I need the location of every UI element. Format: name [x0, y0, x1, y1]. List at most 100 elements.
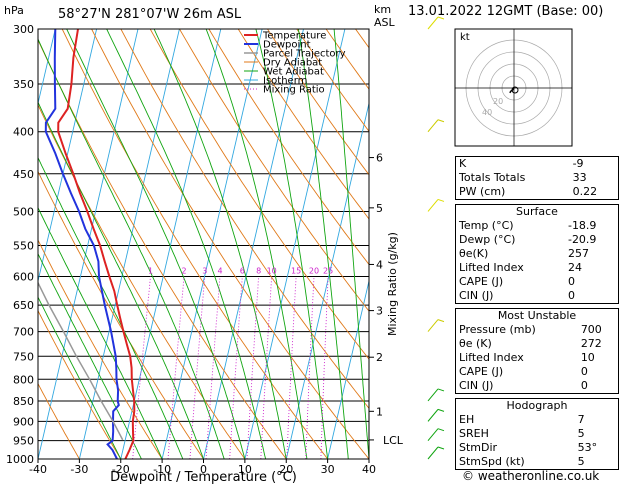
- wind-barb-flag: [437, 446, 445, 450]
- km-tick-label: LCL: [383, 434, 404, 447]
- dewpoint-profile: [44, 29, 120, 459]
- unstable-section: Most Unstable Pressure (mb) 700 θe (K) 272 L…: [455, 308, 619, 394]
- dry-adiabat-line: [91, 29, 369, 459]
- wet-adiabat-line: [106, 29, 267, 459]
- legend-entry: Wet Adiabat: [263, 67, 324, 78]
- hodograph-table: EH 7 SREH 5 StmDir 53° StmSpd (kt) 5: [456, 413, 618, 469]
- isotherm-line: [161, 29, 263, 459]
- surface-value: -20.9: [567, 233, 597, 246]
- hodograph-label: SREH: [459, 427, 489, 440]
- dry-adiabat-line: [38, 382, 80, 459]
- pressure-tick-label: 500: [13, 205, 34, 218]
- mixing-ratio-label: 25: [323, 267, 333, 276]
- wind-barb-flag: [437, 408, 445, 412]
- temp-tick-label: -20: [112, 463, 130, 476]
- unstable-row: Lifted Index 10: [456, 351, 618, 365]
- dry-adiabat-line: [208, 29, 369, 266]
- mixing-ratio-label: 15: [291, 267, 301, 276]
- isotherm-line: [285, 101, 369, 459]
- unstable-label: θe (K): [459, 337, 492, 350]
- pressure-tick-label: 1000: [6, 453, 34, 466]
- isotherm-line: [203, 29, 304, 459]
- wind-barb: [427, 199, 439, 212]
- surface-value: -18.9: [567, 219, 597, 232]
- pressure-tick-label: 800: [13, 373, 34, 386]
- unstable-value: 0: [580, 379, 588, 392]
- hodograph-row: StmSpd (kt) 5: [456, 455, 618, 469]
- mixing-ratio-label: 2: [182, 267, 187, 276]
- unstable-title: Most Unstable: [497, 309, 577, 322]
- temp-tick-label: 30: [321, 463, 335, 476]
- temp-tick-label: 40: [362, 463, 376, 476]
- mixing-ratio-line: [305, 276, 315, 459]
- temp-tick-label: 10: [238, 463, 252, 476]
- unstable-label: Pressure (mb): [459, 323, 536, 336]
- hodograph-value: 5: [577, 455, 585, 468]
- unstable-label: CAPE (J): [459, 365, 504, 378]
- surface-label: θe(K): [459, 247, 489, 260]
- pressure-tick-label: 450: [13, 168, 34, 181]
- surface-row: θe(K) 257: [456, 247, 618, 261]
- wind-barbs: [427, 16, 445, 460]
- mixing-ratio-line: [229, 276, 243, 459]
- isotherm-line: [0, 29, 14, 459]
- isotherm-line: [38, 29, 139, 459]
- mixing-ratio-line: [246, 276, 260, 459]
- temp-tick-label: -10: [153, 463, 171, 476]
- hodograph-label: StmDir: [459, 441, 498, 454]
- surface-label: Dewp (°C): [459, 233, 516, 246]
- mixing-ratio-line: [132, 276, 151, 459]
- dry-adiabat-line: [179, 29, 369, 312]
- wind-barb-flag: [437, 428, 445, 432]
- surface-section: Surface Temp (°C) -18.9 Dewp (°C) -20.9 θe(K…: [455, 204, 619, 304]
- hodograph-row: SREH 5: [456, 427, 618, 441]
- km-label: km: [374, 3, 391, 16]
- dry-adiabat-line: [267, 29, 369, 176]
- dry-adiabat-line: [149, 29, 369, 360]
- wet-adiabat-line: [66, 29, 246, 459]
- wind-barb: [427, 319, 439, 332]
- index-row-pw: PW (cm) 0.22: [456, 185, 619, 200]
- wind-barb: [427, 409, 439, 422]
- surface-label: Lifted Index: [459, 261, 524, 274]
- isotherm-line: [78, 29, 180, 459]
- pw-value: 0.22: [572, 185, 598, 198]
- unstable-row: CAPE (J) 0: [456, 365, 618, 379]
- location-label: 58°27'N 281°07'W 26m ASL: [58, 7, 242, 22]
- isotherm-line: [327, 278, 369, 459]
- mixing-ratio-label: 20: [309, 267, 319, 276]
- asl-label: ASL: [374, 16, 396, 29]
- indices-table: K -9 Totals Totals 33 PW (cm) 0.22: [455, 156, 619, 200]
- mixing-ratio-label: 4: [217, 267, 222, 276]
- unstable-label: Lifted Index: [459, 351, 524, 364]
- km-tick-label: 6: [376, 152, 383, 165]
- unstable-value: 272: [580, 337, 602, 350]
- dry-adiabat-line: [61, 29, 328, 459]
- mixing-ratio-label: 6: [240, 267, 245, 276]
- legend-entry: Mixing Ratio: [263, 85, 325, 96]
- wind-barb: [427, 388, 439, 402]
- wet-adiabat-line: [38, 252, 142, 459]
- hodograph-title: Hodograph: [506, 399, 568, 412]
- hodograph-value: 7: [577, 413, 585, 426]
- wet-adiabat-line: [153, 29, 287, 459]
- wet-adiabat-line: [205, 29, 308, 459]
- k-value: -9: [572, 157, 584, 170]
- dry-adiabat-line: [38, 103, 246, 459]
- hodograph-label: EH: [459, 413, 475, 426]
- mixing-ratio-label: 10: [267, 267, 277, 276]
- hodograph-value: 53°: [577, 441, 598, 454]
- surface-value: 0: [567, 275, 575, 288]
- unstable-value: 10: [580, 351, 595, 364]
- km-tick-label: 4: [376, 258, 383, 271]
- unstable-value: 0: [580, 365, 588, 378]
- hodograph-value: 5: [577, 427, 585, 440]
- dry-adiabat-line: [38, 309, 122, 459]
- surface-value: 0: [567, 289, 575, 302]
- isotherm-line: [368, 457, 369, 459]
- km-tick-label: 1: [376, 405, 383, 418]
- wind-barb-flag: [437, 16, 445, 20]
- mixing-ratio-line: [167, 276, 185, 459]
